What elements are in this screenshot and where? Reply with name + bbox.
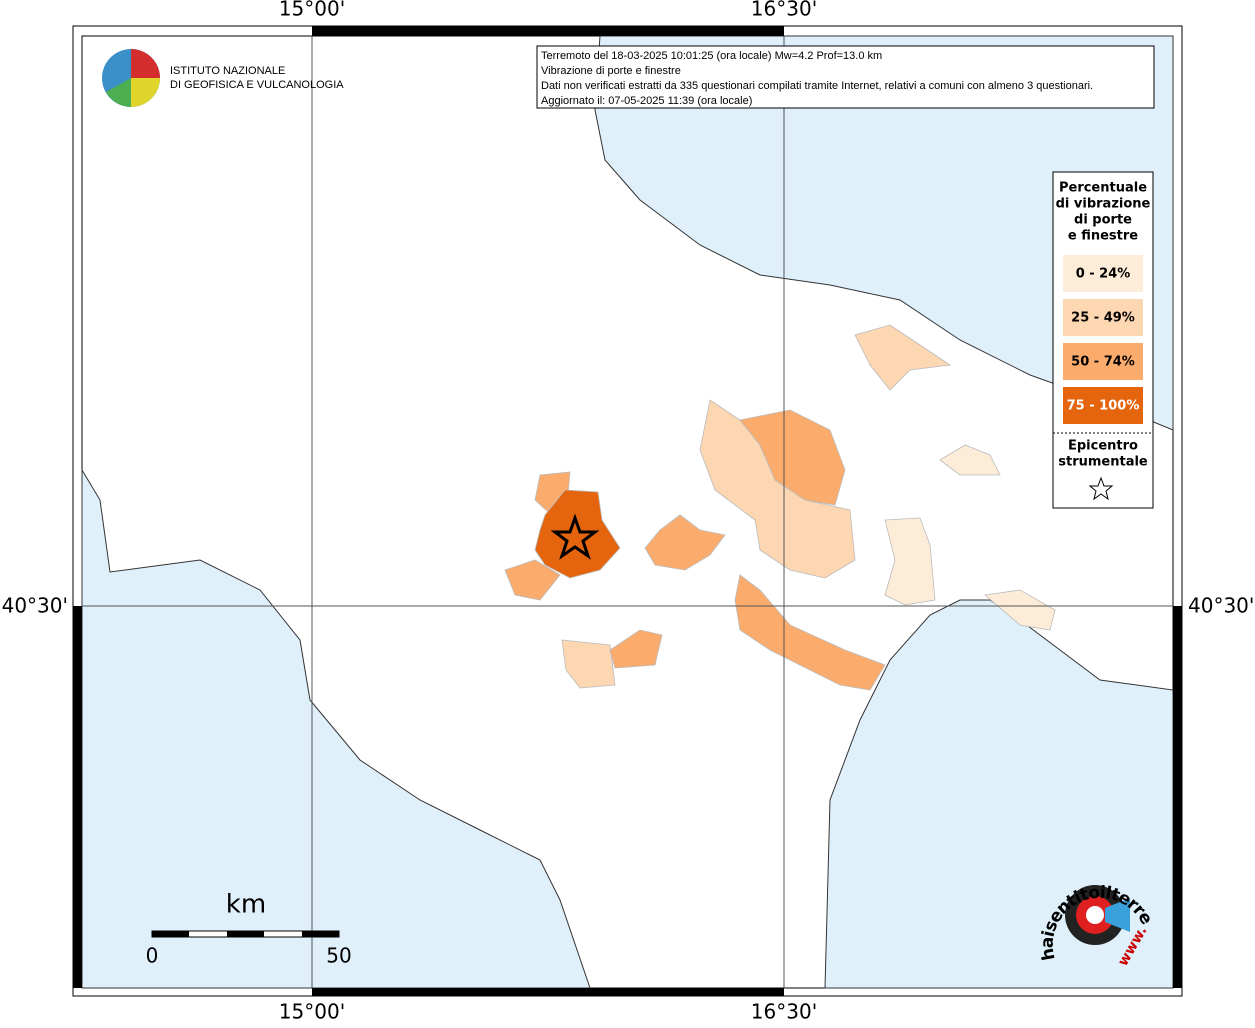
legend-label: 0 - 24% <box>1076 267 1131 282</box>
legend-title: e finestre <box>1068 229 1138 244</box>
municipality <box>854 324 952 391</box>
logo-part <box>106 78 131 107</box>
logo-text: ISTITUTO NAZIONALE <box>170 65 285 77</box>
legend-swatch <box>1063 299 1143 336</box>
frame-bar <box>312 26 784 36</box>
municipality <box>984 589 1056 631</box>
legend-swatch <box>1063 343 1143 380</box>
info-line: Dati non verificati estratti da 335 ques… <box>541 80 1093 92</box>
logo-part <box>131 78 160 107</box>
coord-label: 40°30' <box>2 594 68 618</box>
legend-star <box>1088 476 1114 501</box>
municipality <box>644 514 726 571</box>
coord-label: 15°00' <box>279 0 345 21</box>
info-line: Terremoto del 18-03-2025 10:01:25 (ora l… <box>541 50 882 62</box>
coord-label: 16°30' <box>751 1000 817 1024</box>
municipality <box>609 629 663 669</box>
municipalities <box>504 324 1056 691</box>
epicenter-star <box>550 513 600 560</box>
frame-bar <box>312 988 784 996</box>
brand-target <box>1086 906 1104 924</box>
scale-seg <box>227 931 264 937</box>
info-line: Aggiornato il: 07-05-2025 11:39 (ora loc… <box>541 95 752 107</box>
coord-label: 16°30' <box>751 0 817 21</box>
frame-bar <box>1173 606 1182 988</box>
scale-seg <box>152 931 189 937</box>
logo-text: DI GEOFISICA E VULCANOLOGIA <box>170 79 344 91</box>
ingv-logo: ISTITUTO NAZIONALE DI GEOFISICA E VULCAN… <box>102 49 344 107</box>
frame-bars <box>73 26 1182 996</box>
legend-epicenter: strumentale <box>1058 455 1148 470</box>
brand-speaker <box>1105 898 1130 932</box>
coord-label: 15°00' <box>279 1000 345 1024</box>
legend-label: 25 - 49% <box>1071 311 1135 326</box>
legend-title: di porte <box>1074 213 1132 228</box>
graticule <box>82 36 1173 988</box>
info-lines: Terremoto del 18-03-2025 10:01:25 (ora l… <box>541 50 1093 107</box>
municipality <box>504 559 561 601</box>
municipality <box>734 574 886 691</box>
logo-part <box>131 49 160 78</box>
tyrrhenian-sea <box>81 468 591 989</box>
info-box <box>536 45 1155 109</box>
scale-label: 0 <box>146 944 159 968</box>
municipality <box>561 639 616 689</box>
legend-title: Percentuale <box>1059 181 1147 196</box>
info-line: Vibrazione di porte e finestre <box>541 65 681 77</box>
legend-label: 75 - 100% <box>1067 399 1140 414</box>
legend-box <box>1052 171 1154 509</box>
municipality <box>534 489 621 579</box>
municipality <box>739 409 846 506</box>
sea <box>81 35 1174 989</box>
municipality <box>939 444 1001 476</box>
municipality <box>884 517 936 606</box>
legend-swatch <box>1063 387 1143 424</box>
legend-label: 50 - 74% <box>1071 355 1135 370</box>
adriatic-sea <box>594 35 1174 431</box>
legend-swatch <box>1063 255 1143 292</box>
scale-bar: km 0 50 <box>146 890 352 968</box>
legend-epicenter: Epicentro <box>1068 439 1138 454</box>
scale-seg <box>302 931 339 937</box>
legend-title: di vibrazione <box>1056 197 1151 212</box>
scale-unit: km <box>226 890 266 920</box>
frame-bar <box>73 606 82 988</box>
coord-label: 40°30' <box>1188 594 1254 618</box>
scale-label: 50 <box>326 944 351 968</box>
